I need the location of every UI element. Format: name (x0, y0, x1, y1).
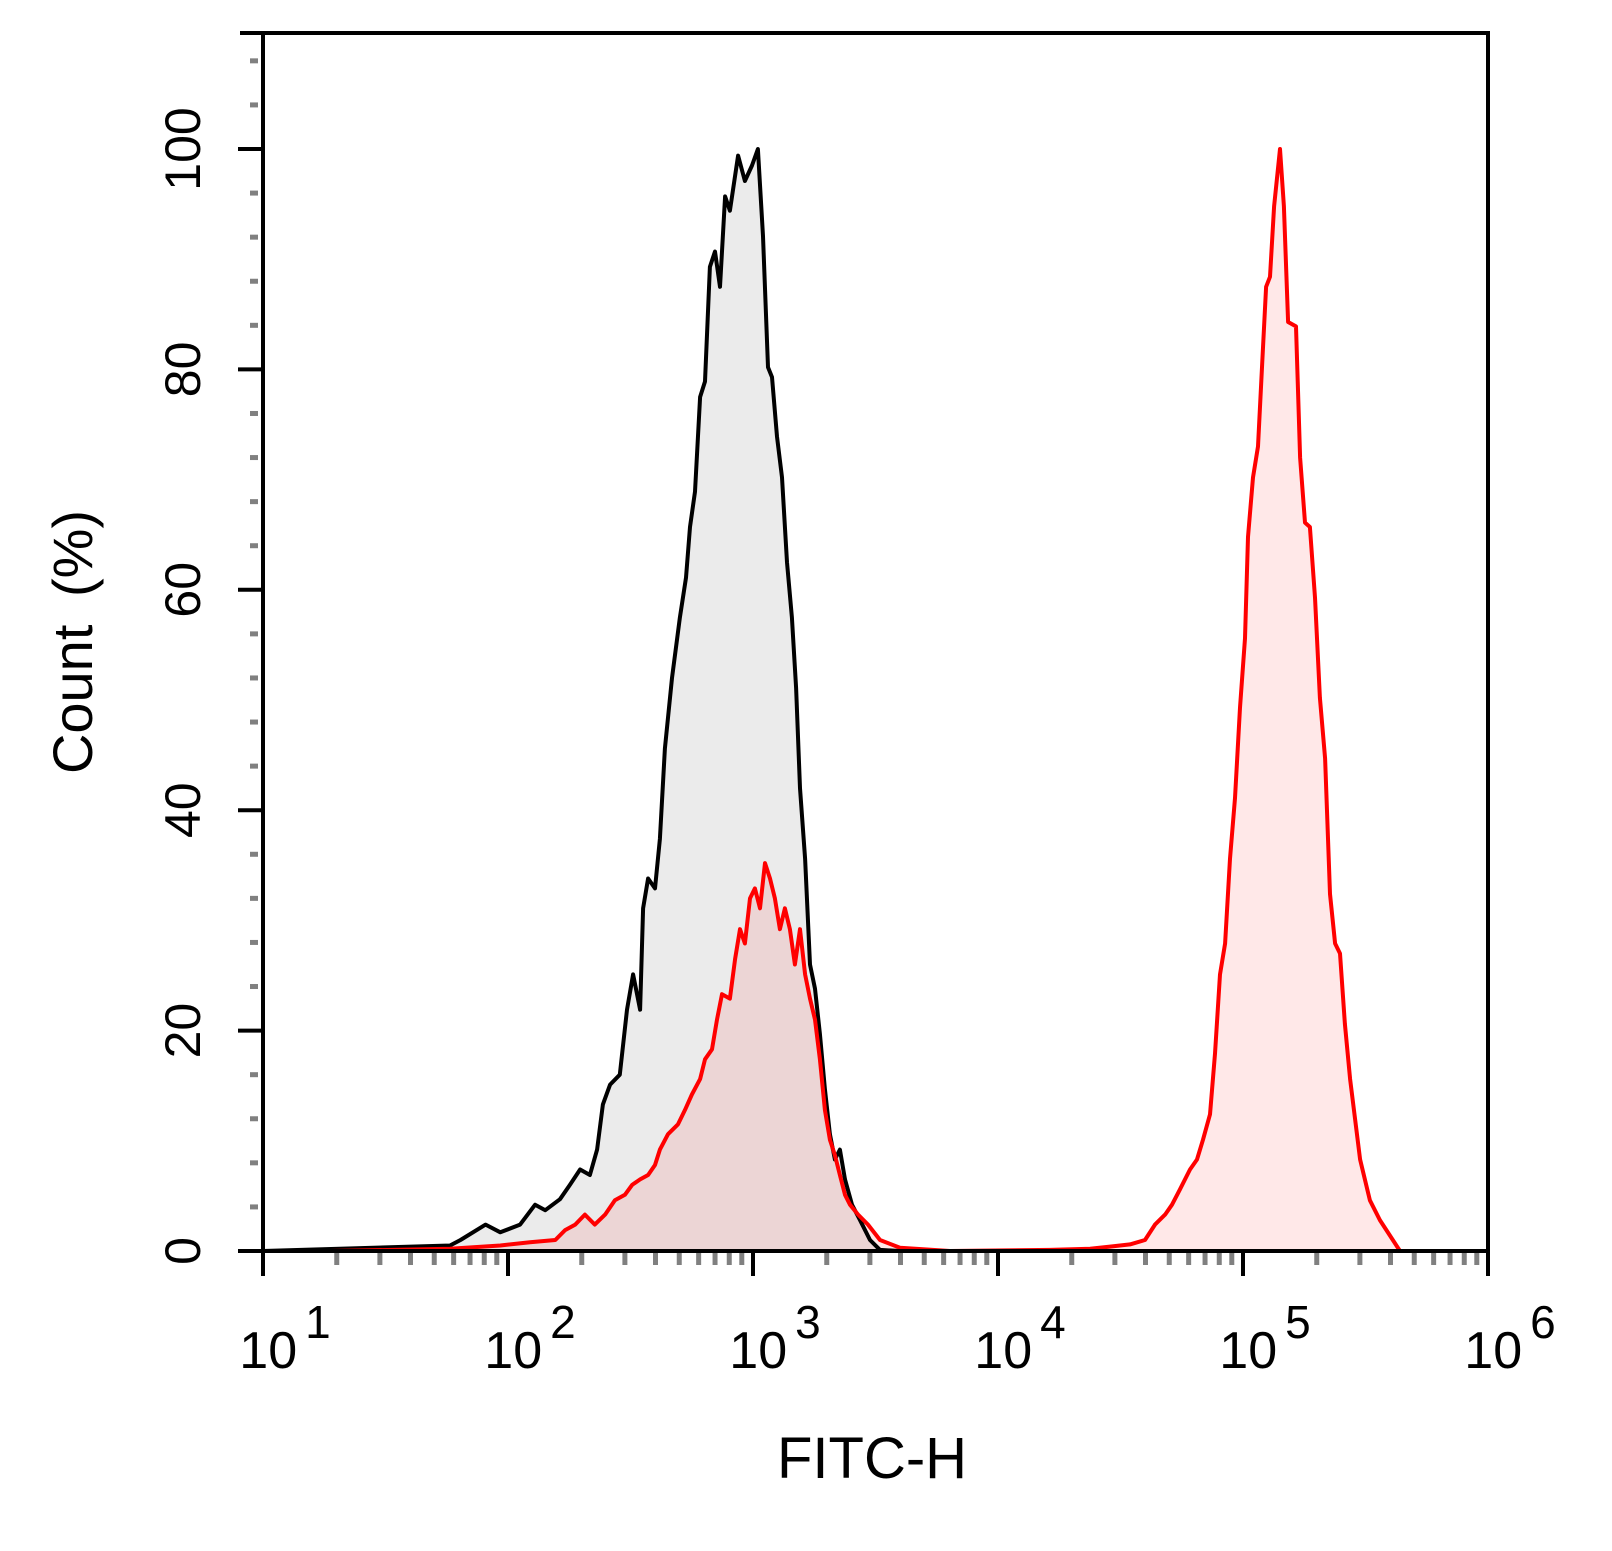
y-tick-label: 80 (155, 342, 211, 398)
x-tick-exponent: 2 (550, 1296, 576, 1348)
x-tick-exponent: 5 (1285, 1296, 1311, 1348)
y-tick-label: 60 (155, 562, 211, 618)
y-tick-label: 0 (155, 1237, 211, 1265)
x-tick-base: 10 (974, 1322, 1032, 1380)
x-tick-base: 10 (239, 1322, 297, 1380)
x-tick-label: 10 3 (729, 1296, 820, 1380)
axes (238, 31, 1490, 1276)
series-lines (262, 147, 1402, 1253)
x-tick-labels: 10 1 10 2 10 3 10 4 10 5 10 6 (239, 1296, 1555, 1380)
series-1-fill (330, 149, 1401, 1251)
x-axis-label: FITC-H (777, 1426, 967, 1491)
plot-frame (261, 31, 1490, 1253)
x-tick-label: 10 1 (239, 1296, 330, 1380)
x-tick-base: 10 (484, 1322, 542, 1380)
x-tick-label: 10 6 (1464, 1296, 1555, 1380)
series-fills (263, 149, 1401, 1251)
series-0-fill (263, 149, 900, 1251)
x-tick-base: 10 (729, 1322, 787, 1380)
x-tick-exponent: 1 (305, 1296, 331, 1348)
y-tick-label: 20 (155, 1003, 211, 1059)
x-tick-exponent: 4 (1040, 1296, 1066, 1348)
series-0-line (262, 147, 901, 1253)
series-1-line (330, 147, 1402, 1253)
x-tick-exponent: 3 (795, 1296, 821, 1348)
x-tick-exponent: 6 (1530, 1296, 1556, 1348)
x-tick-base: 10 (1219, 1322, 1277, 1380)
x-tick-base: 10 (1464, 1322, 1522, 1380)
x-tick-label: 10 5 (1219, 1296, 1310, 1380)
y-tick-label: 40 (155, 782, 211, 838)
y-axis-label: Count (%) (41, 510, 104, 774)
x-tick-label: 10 2 (484, 1296, 575, 1380)
y-tick-label: 100 (155, 107, 211, 190)
y-tick-labels: 0 20 40 60 80 100 (155, 107, 211, 1265)
x-tick-label: 10 4 (974, 1296, 1065, 1380)
